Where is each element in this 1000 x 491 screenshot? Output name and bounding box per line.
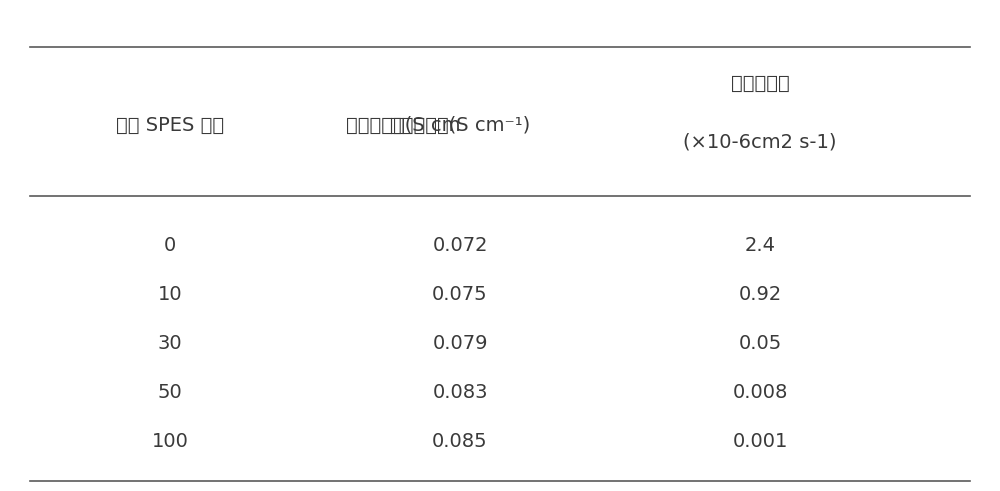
Text: 0.072: 0.072	[432, 236, 488, 255]
Text: (×10-6cm2 s-1): (×10-6cm2 s-1)	[683, 133, 837, 152]
Text: 质子导电率(S cm: 质子导电率(S cm	[346, 116, 460, 135]
Text: 0.083: 0.083	[432, 383, 488, 402]
Text: 0.001: 0.001	[732, 433, 788, 451]
Text: 组装 SPES 层数: 组装 SPES 层数	[116, 116, 224, 135]
Text: 0: 0	[164, 236, 176, 255]
Text: 0.008: 0.008	[732, 383, 788, 402]
Text: 10: 10	[158, 285, 182, 304]
Text: 质子导电率(S cm⁻¹): 质子导电率(S cm⁻¹)	[390, 116, 530, 135]
Text: 0.079: 0.079	[432, 334, 488, 353]
Text: 100: 100	[152, 433, 188, 451]
Text: 50: 50	[158, 383, 182, 402]
Text: 2.4: 2.4	[744, 236, 776, 255]
Text: 0.92: 0.92	[738, 285, 782, 304]
Text: 30: 30	[158, 334, 182, 353]
Text: 0.075: 0.075	[432, 285, 488, 304]
Text: 0.05: 0.05	[738, 334, 782, 353]
Text: 甲醇渗透量: 甲醇渗透量	[731, 74, 789, 93]
Text: 0.085: 0.085	[432, 433, 488, 451]
